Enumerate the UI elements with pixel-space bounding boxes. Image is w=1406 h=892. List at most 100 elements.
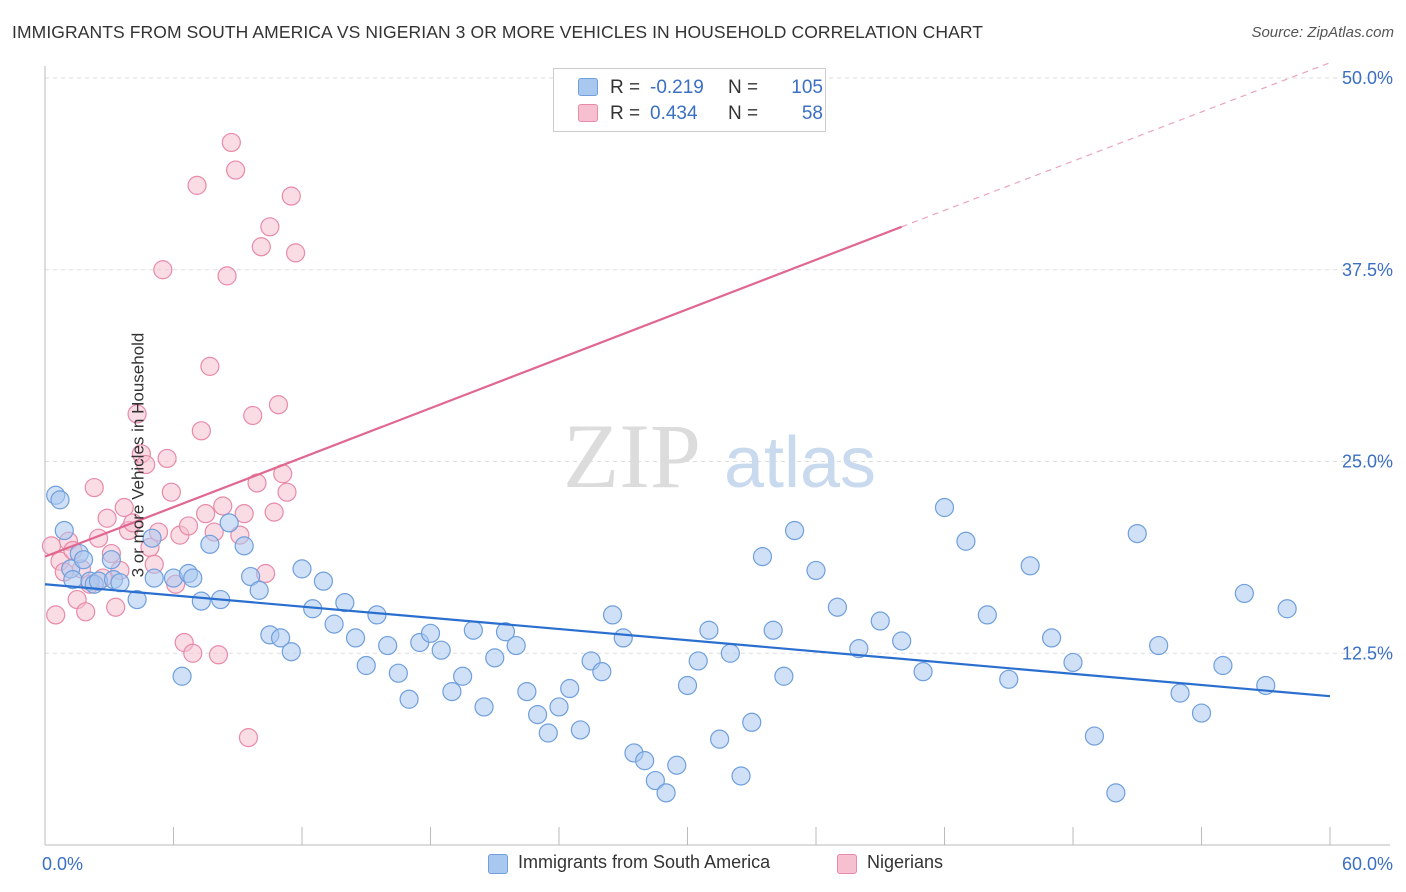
south-america-point — [54, 520, 74, 541]
nigerian-point — [187, 175, 207, 195]
south-america-point — [356, 655, 376, 676]
nigerian-point — [46, 605, 66, 625]
nigerian-point — [264, 502, 284, 522]
south-america-point — [144, 568, 164, 588]
south-america-point — [784, 520, 805, 541]
south-america-point — [172, 666, 192, 686]
south-america-point — [110, 573, 130, 593]
south-america-point — [592, 662, 612, 682]
south-america-point — [1084, 726, 1105, 746]
watermark-atlas: atlas — [724, 423, 876, 503]
watermark-zip: ZIP — [563, 405, 701, 507]
blue-swatch — [488, 854, 508, 874]
south-america-points — [46, 485, 1297, 803]
nigerian-point — [226, 160, 246, 180]
south-america-point — [1063, 652, 1083, 673]
nigerian-point — [200, 356, 220, 376]
south-america-point — [241, 566, 261, 587]
south-america-point — [495, 622, 516, 642]
nigerian-point — [97, 508, 117, 528]
south-america-point — [763, 620, 783, 640]
south-america-point — [806, 560, 826, 581]
nigerian-point — [106, 597, 126, 617]
series-legend: Immigrants from South America Nigerians — [0, 852, 1406, 878]
r-value: -0.219 — [650, 77, 704, 98]
south-america-point — [1213, 655, 1233, 676]
south-america-point — [999, 669, 1019, 689]
nigerian-point — [277, 482, 297, 502]
nigerians-points — [41, 132, 306, 748]
south-america-point — [1127, 523, 1147, 544]
nigerians-trend-line — [44, 225, 903, 558]
south-america-point — [1234, 583, 1254, 604]
south-america-point — [774, 666, 794, 686]
south-america-point — [345, 628, 366, 648]
south-america-point — [527, 705, 548, 725]
south-america-point — [720, 643, 740, 663]
south-america-point — [667, 755, 687, 775]
nigerian-point — [127, 404, 147, 424]
south-america-point — [420, 623, 441, 643]
tick-labels: 12.5% 25.0% 37.5% 50.0% 0.0% 60.0% — [42, 68, 1393, 874]
south-america-point — [827, 597, 848, 617]
nigerian-point — [221, 132, 241, 153]
south-america-point — [399, 689, 419, 709]
trend-lines — [44, 62, 1331, 698]
south-america-point — [731, 766, 751, 786]
nigerian-point — [84, 477, 104, 498]
watermark: ZIP atlas — [563, 405, 876, 507]
south-america-point — [1020, 556, 1040, 576]
south-america-point — [463, 620, 483, 640]
r-value: 0.434 — [650, 103, 698, 124]
nigerians-trend-extension — [901, 62, 1331, 228]
south-america-point — [656, 783, 676, 803]
south-america-point — [335, 593, 355, 613]
south-america-point — [50, 490, 70, 510]
nigerian-point — [153, 260, 173, 280]
south-america-point — [292, 559, 312, 579]
chart-title: IMMIGRANTS FROM SOUTH AMERICA VS NIGERIA… — [12, 22, 984, 42]
south-america-point — [870, 611, 890, 631]
south-america-point — [367, 605, 387, 625]
south-america-point — [453, 666, 473, 686]
pink-swatch — [837, 854, 857, 874]
south-america-point — [613, 628, 633, 648]
south-america-point — [191, 591, 211, 611]
south-america-point — [699, 620, 719, 640]
nigerian-point — [234, 504, 254, 524]
south-america-point — [249, 580, 269, 600]
south-america-point — [474, 697, 494, 717]
y-tick-label: 12.5% — [1342, 643, 1393, 663]
nigerian-point — [260, 217, 280, 237]
south-america-point — [1041, 628, 1062, 648]
y-tick-label: 25.0% — [1342, 452, 1393, 472]
r-label: R = — [610, 77, 641, 98]
n-label: N = — [728, 103, 759, 124]
south-america-point — [645, 770, 665, 791]
y-tick-label: 50.0% — [1342, 68, 1393, 88]
south-america-point — [1106, 783, 1126, 803]
south-america-point — [1170, 683, 1190, 703]
nigerian-point — [76, 602, 96, 622]
south-america-point — [506, 635, 526, 656]
south-america-point — [602, 605, 623, 625]
south-america-point — [142, 528, 162, 548]
south-america-point — [549, 697, 569, 717]
south-america-point — [200, 534, 220, 554]
south-america-point — [281, 642, 301, 662]
legend-label: Immigrants from South America — [518, 852, 771, 872]
south-america-point — [485, 648, 505, 668]
nigerian-point — [251, 237, 271, 257]
y-axis-label: 3 or more Vehicles in Household — [128, 332, 148, 578]
nigerian-point — [213, 496, 233, 516]
south-america-point — [849, 639, 869, 659]
south-america-point — [431, 640, 451, 660]
south-america-point — [517, 681, 537, 702]
south-america-point — [677, 675, 698, 696]
south-america-point — [127, 589, 147, 610]
nigerian-point — [114, 497, 134, 518]
grid-lines — [45, 77, 1390, 654]
nigerian-point — [243, 405, 263, 426]
south-america-point — [710, 729, 730, 749]
